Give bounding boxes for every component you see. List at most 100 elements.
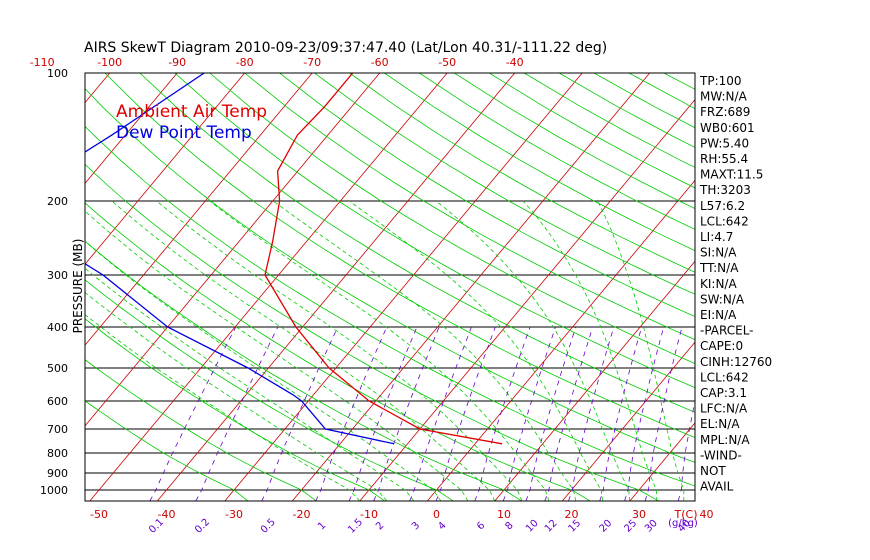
bottom-temp-tick-label: -50 [90, 508, 108, 521]
sounding-index: TH:3203 [699, 183, 751, 197]
bottom-temp-tick-label: 10 [497, 508, 511, 521]
legend-dew-point-temp: Dew Point Temp [116, 123, 252, 143]
sounding-index: MW:N/A [700, 90, 748, 104]
top-temp-tick-label: -90 [168, 56, 186, 69]
mixing-ratio-line [599, 326, 643, 501]
mixing-ratio-line [435, 326, 496, 501]
dry-adiabat-line [349, 73, 695, 273]
pressure-tick-label: 500 [47, 362, 68, 375]
mixing-ratio-line [644, 326, 683, 501]
sounding-index: TT:N/A [699, 261, 739, 275]
top-temp-tick-label: -50 [438, 56, 456, 69]
sounding-index: AVAIL [700, 480, 734, 494]
isotherm-line [85, 73, 246, 265]
dry-adiabat-line [85, 279, 454, 501]
mixing-ratio-line [568, 326, 615, 501]
isotherm-line [85, 73, 381, 427]
mixing-ratio-tick-label: 12 [543, 518, 560, 535]
sounding-index: PW:5.40 [700, 136, 749, 150]
pressure-tick-label: 700 [47, 423, 68, 436]
dry-adiabat-line [85, 125, 695, 487]
moist-adiabat-line [85, 314, 361, 501]
mixing-ratio-tick-label: 1 [316, 520, 328, 532]
mixing-ratio-line [544, 326, 594, 501]
isotherm-line [85, 73, 313, 346]
plot-frame [84, 72, 696, 502]
pressure-tick-label: 300 [47, 269, 68, 282]
dry-adiabat-line [523, 73, 695, 168]
isotherm-line [89, 73, 448, 501]
sounding-index: EI:N/A [700, 308, 737, 322]
pressure-tick-label: 100 [47, 67, 68, 80]
mixing-ratio-tick-label: 6 [475, 520, 487, 532]
sounding-index: FRZ:689 [700, 105, 750, 119]
dry-adiabat-line [804, 73, 870, 503]
sounding-index: LCL:642 [700, 214, 749, 228]
pressure-tick-label: 600 [47, 395, 68, 408]
sounding-index: -WIND- [700, 448, 742, 462]
mixing-ratio-line [195, 326, 279, 501]
dry-adiabat-line [85, 400, 249, 501]
bottom-temp-tick-label: -10 [360, 508, 378, 521]
moist-adiabat-line [348, 200, 604, 501]
dry-adiabat-line [734, 73, 870, 503]
dry-adiabat-line [85, 359, 317, 501]
isotherm-line [832, 73, 870, 501]
dry-adiabat-line [384, 73, 695, 252]
dry-adiabat-line [85, 202, 591, 501]
top-temp-tick-label: -100 [97, 56, 122, 69]
moist-adiabat-line [435, 200, 631, 501]
bottom-temp-tick-label: -40 [158, 508, 176, 521]
dry-adiabat-line [244, 73, 695, 341]
mixing-ratio-line [149, 326, 237, 501]
moist-adiabat-line [272, 200, 577, 501]
bottom-temp-tick-label: 20 [565, 508, 579, 521]
legend-ambient-air-temp: Ambient Air Temp [116, 102, 267, 122]
top-temp-tick-label: -70 [303, 56, 321, 69]
mixing-ratio-line [677, 398, 695, 501]
chart-title: AIRS SkewT Diagram 2010-09-23/09:37:47.4… [84, 40, 607, 56]
pressure-tick-label: 400 [47, 321, 68, 334]
mixing-ratio-tick-label: 10 [524, 518, 541, 535]
dry-adiabat-line [454, 73, 695, 209]
dry-adiabat-line [488, 73, 695, 189]
dry-adiabat-line [104, 73, 695, 438]
mixing-ratio-tick-label: 4 [436, 520, 448, 532]
mixing-ratio-line [373, 326, 440, 501]
moist-adiabat-line [85, 292, 388, 501]
moist-adiabat-line [522, 200, 658, 501]
legend: Ambient Air Temp Dew Point Temp [116, 102, 267, 143]
mixing-ratio-line [348, 326, 418, 501]
dry-adiabat-line [769, 73, 870, 503]
bottom-temp-tick-label: 40 [700, 508, 714, 521]
dry-adiabat-line [85, 88, 695, 463]
isotherm-line [427, 179, 695, 501]
pressure-tick-label: 900 [47, 467, 68, 480]
grid-layer [85, 73, 870, 503]
dry-adiabat-line [419, 73, 695, 230]
temp-axis-label: T(C) [674, 508, 698, 521]
dry-adiabat-line [85, 318, 386, 501]
sounding-index: CAP:3.1 [700, 386, 747, 400]
mixing-ratio-tick-label: 0.2 [193, 517, 212, 536]
bottom-temp-tick-label: 30 [632, 508, 646, 521]
moist-adiabat-line [111, 200, 496, 501]
pressure-tick-label: 200 [47, 195, 68, 208]
series-ambient-air-temp [264, 73, 503, 445]
bottom-temp-tick-label: -20 [293, 508, 311, 521]
moist-adiabat-line [156, 200, 523, 501]
sounding-index: LCL:642 [700, 370, 749, 384]
sounding-index: EL:N/A [700, 417, 740, 431]
bottom-temp-tick-label: -30 [225, 508, 243, 521]
moist-adiabat-line [85, 210, 469, 501]
mixing-ratio-line [624, 326, 665, 501]
top-temp-tick-label: -60 [371, 56, 389, 69]
mixing-ratio-tick-label: 0.5 [259, 517, 278, 536]
sounding-index: SW:N/A [700, 292, 745, 306]
dry-adiabat-line [174, 73, 695, 389]
sounding-index: CAPE:0 [700, 339, 743, 353]
dry-adiabat-line [209, 73, 695, 365]
mixing-ratio-line [315, 326, 388, 501]
pressure-tick-label: 1000 [40, 484, 68, 497]
